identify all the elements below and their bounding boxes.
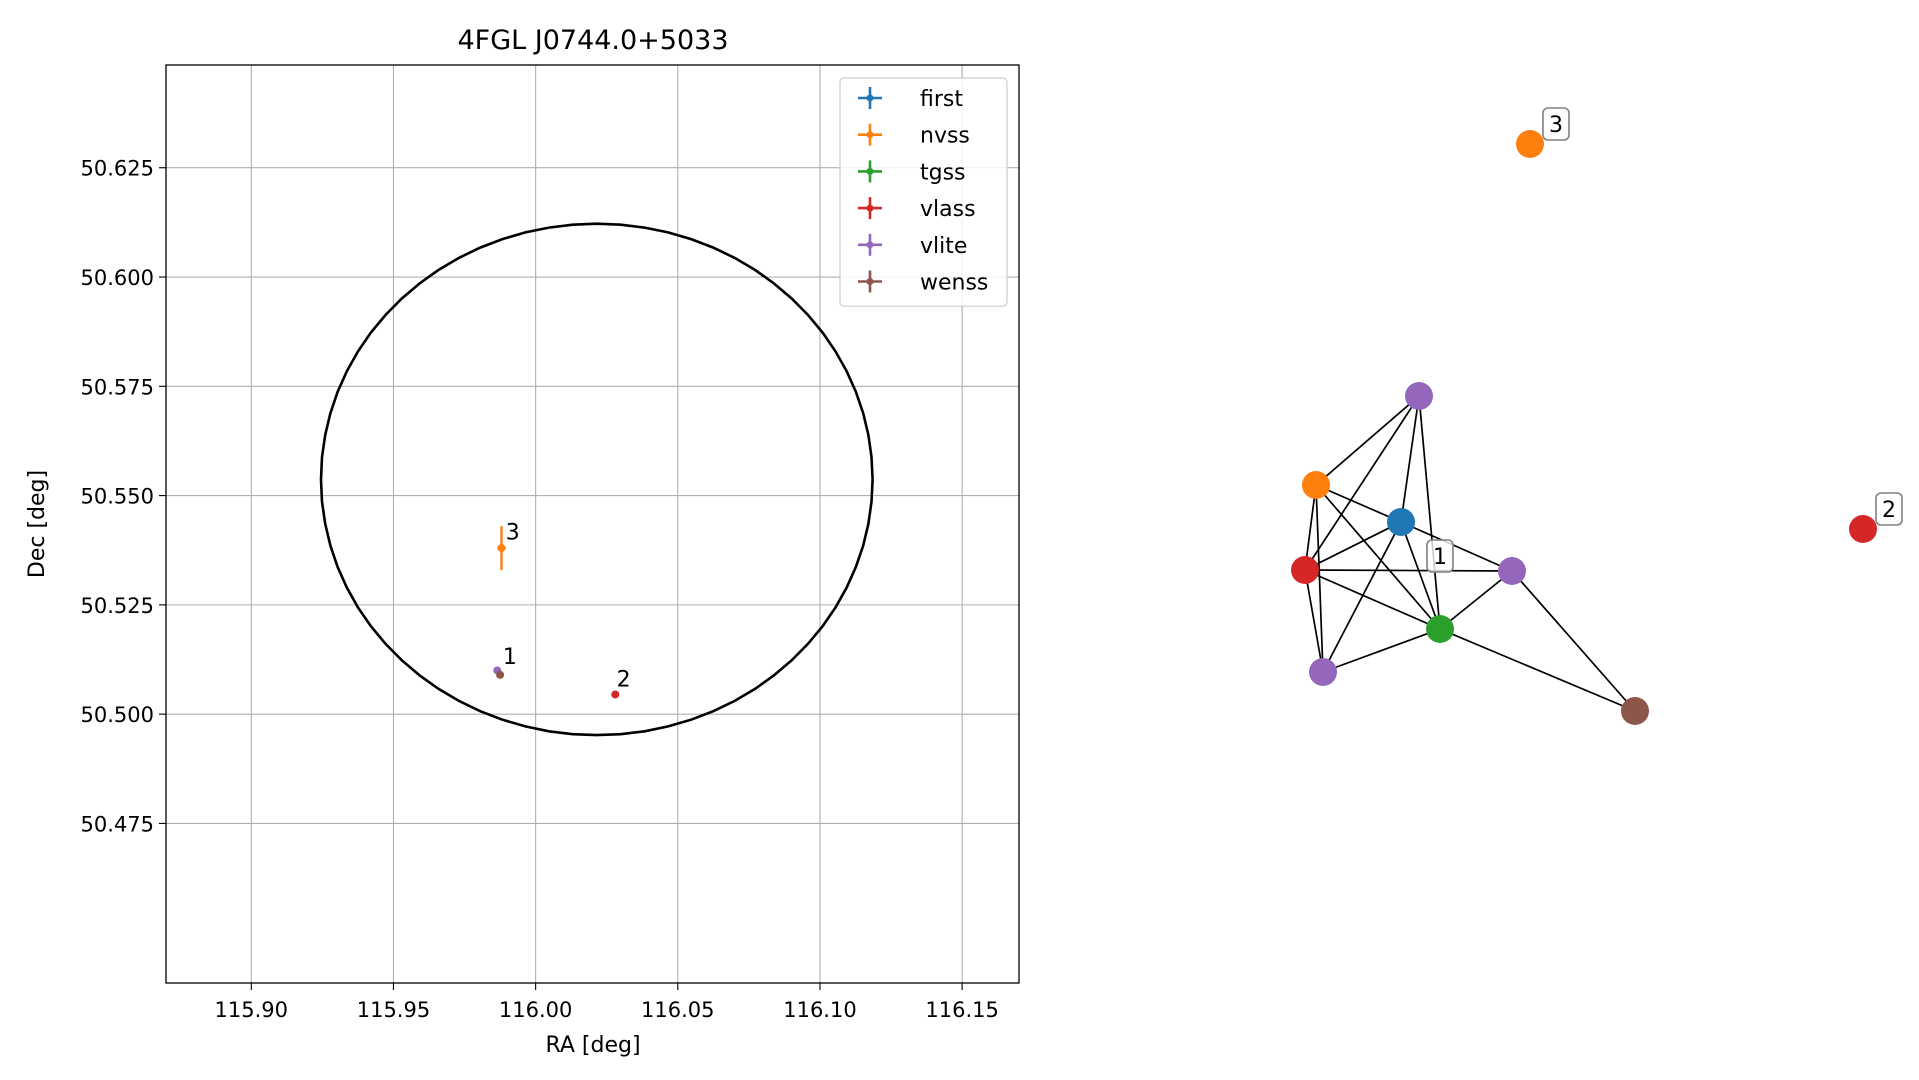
series-point-nvss	[497, 526, 506, 570]
x-tick-label: 115.90	[215, 998, 288, 1022]
y-ticks: 50.475 50.500 50.525 50.550 50.575 50.600 50.6…	[81, 157, 166, 836]
graph-edge	[1322, 628, 1441, 673]
network-graph: 1 2 3	[1291, 107, 1903, 725]
legend: first nvss tgss vlass vlite wenss	[839, 77, 1008, 307]
graph-edge	[1418, 395, 1441, 630]
graph-edge	[1304, 395, 1420, 571]
graph-edge	[1315, 484, 1324, 673]
graph-node	[1302, 471, 1330, 499]
y-tick-label: 50.500	[81, 703, 154, 727]
legend-marker	[866, 278, 874, 285]
graph-edges	[1304, 395, 1636, 712]
graph-edge	[1439, 570, 1513, 630]
graph-node	[1498, 557, 1526, 585]
legend-entry-wenss: wenss	[858, 270, 988, 296]
graph-edge	[1304, 569, 1441, 630]
series-layer	[493, 526, 620, 699]
graph-node	[1291, 556, 1319, 584]
graph-node	[1621, 697, 1649, 725]
legend-marker	[866, 204, 874, 212]
legend-entry-nvss: nvss	[858, 123, 970, 149]
graph-edge	[1304, 521, 1402, 571]
graph-edge	[1511, 570, 1636, 712]
graph-node-labels: 1 2 3	[1426, 107, 1903, 573]
graph-edge	[1304, 569, 1513, 572]
legend-label: wenss	[920, 271, 988, 296]
x-tick-label: 116.10	[783, 998, 856, 1022]
legend-label: vlite	[920, 234, 967, 259]
x-tick-label: 116.05	[641, 998, 714, 1022]
y-tick-label: 50.575	[81, 375, 154, 399]
graph-edge	[1315, 484, 1402, 523]
graph-node	[1426, 615, 1454, 643]
node-label: 2	[1875, 492, 1903, 526]
graph-edge	[1400, 521, 1513, 572]
graph-node	[1849, 515, 1877, 543]
x-axis-label: RA [deg]	[545, 1033, 640, 1058]
legend-marker	[866, 167, 874, 175]
legend-entry-tgss: tgss	[858, 160, 966, 185]
x-tick-label: 116.00	[499, 998, 572, 1022]
node-label-box	[1426, 539, 1454, 573]
y-tick-label: 50.475	[81, 812, 154, 836]
graph-node	[1387, 508, 1415, 536]
graph-edge	[1439, 628, 1636, 712]
x-tick-label: 115.95	[357, 998, 430, 1022]
legend-marker	[866, 241, 874, 249]
x-ticks: 115.90 115.95 116.00 116.05 116.10 116.15	[215, 983, 999, 1022]
annotation-label: 2	[617, 668, 631, 693]
graph-edge	[1322, 521, 1402, 673]
legend-entry-first: first	[858, 87, 963, 112]
y-tick-label: 50.525	[81, 594, 154, 618]
legend-label: nvss	[920, 124, 970, 149]
node-label-text: 1	[1433, 545, 1447, 570]
graph-node	[1516, 130, 1544, 158]
marker	[611, 690, 620, 699]
marker	[497, 544, 506, 553]
legend-label: first	[920, 87, 963, 112]
legend-entry-vlass: vlass	[858, 197, 976, 222]
graph-edge	[1304, 569, 1324, 673]
scatter-plot: 4FGL J0744.0+5033 1 2 3 115.90 115.95 116.00…	[25, 25, 1020, 1058]
legend-marker	[866, 131, 874, 139]
legend-entry-vlite: vlite	[858, 233, 967, 259]
y-axis-label: Dec [deg]	[25, 470, 50, 578]
annotation-label: 3	[506, 520, 520, 545]
graph-node	[1405, 382, 1433, 410]
graph-edge	[1315, 395, 1420, 486]
graph-nodes	[1291, 130, 1877, 725]
y-tick-label: 50.550	[81, 485, 154, 509]
x-tick-label: 116.15	[925, 998, 998, 1022]
annotation-label: 1	[503, 645, 517, 670]
plot-frame	[165, 64, 1020, 984]
legend-label: vlass	[920, 197, 976, 222]
ellipse-outline	[319, 222, 874, 737]
node-label-text: 3	[1549, 113, 1563, 138]
graph-edge	[1400, 395, 1420, 523]
node-label-text: 2	[1882, 498, 1896, 523]
node-label-box	[1542, 107, 1570, 141]
series-point-wenss	[496, 670, 505, 679]
plot-title: 4FGL J0744.0+5033	[457, 25, 728, 56]
legend-marker	[866, 94, 874, 102]
legend-label: tgss	[920, 160, 966, 185]
graph-node	[1309, 658, 1337, 686]
series-point-vlass	[611, 690, 620, 699]
y-tick-label: 50.625	[81, 157, 154, 181]
localization-ellipse	[319, 222, 874, 737]
graph-edge	[1400, 521, 1441, 630]
node-label: 3	[1542, 107, 1570, 141]
node-label: 1	[1426, 539, 1454, 573]
graph-edge	[1304, 484, 1317, 571]
marker	[496, 670, 505, 679]
annotations: 1 2 3	[503, 520, 631, 692]
y-tick-label: 50.600	[81, 266, 154, 290]
graph-edge	[1315, 484, 1441, 630]
node-label-box	[1875, 492, 1903, 526]
